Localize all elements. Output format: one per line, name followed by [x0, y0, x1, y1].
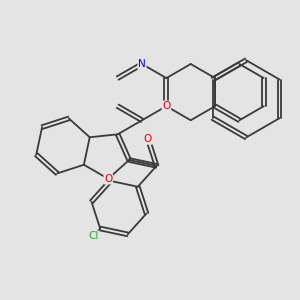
Text: O: O	[144, 134, 152, 144]
Text: Cl: Cl	[88, 231, 99, 241]
Text: O: O	[162, 101, 170, 111]
Text: O: O	[104, 174, 112, 184]
Text: N: N	[138, 59, 146, 69]
